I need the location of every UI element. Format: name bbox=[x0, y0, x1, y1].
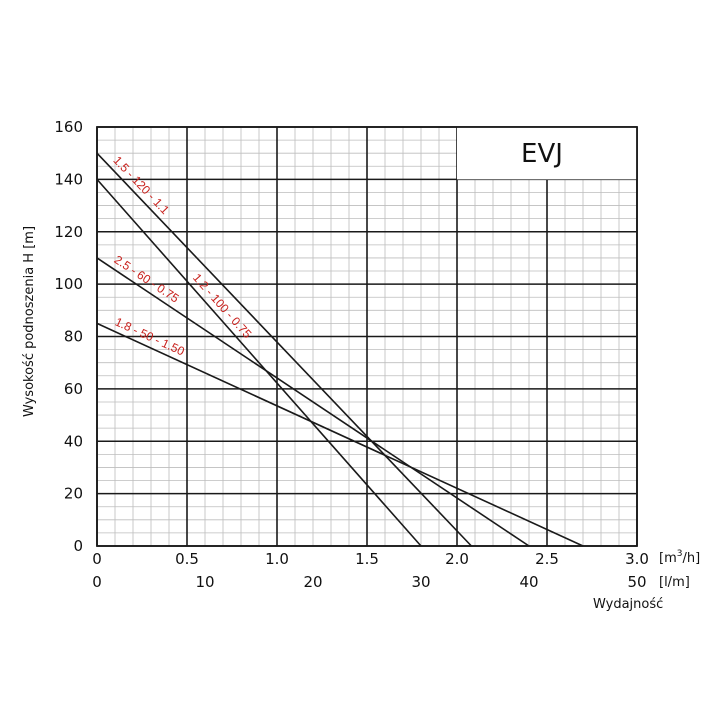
series-label: 1.5 - 120 - 1.1 bbox=[110, 153, 172, 217]
series-label: 1.2 - 100 - 0.75 bbox=[190, 271, 255, 342]
x2-tick-label: 10 bbox=[195, 573, 214, 591]
x-tick-label: 0 bbox=[92, 550, 102, 568]
y-tick-label: 40 bbox=[64, 432, 83, 450]
major-grid bbox=[96, 126, 638, 547]
series-labels: 1.5 - 120 - 1.1 1.2 - 100 - 0.752.5 - 60 … bbox=[110, 153, 254, 358]
x-unit-part: [m bbox=[659, 551, 677, 566]
x-axis-label: Wydajność bbox=[593, 597, 663, 612]
y-tick-label: 60 bbox=[64, 380, 83, 398]
title-box bbox=[457, 127, 637, 180]
x-axis-ticks: 0 0.5 1.0 1.5 2.0 2.5 3.0 bbox=[92, 550, 649, 568]
y-axis-label: Wysokość podnoszenia H [m] bbox=[22, 226, 37, 417]
x-tick-label: 0.5 bbox=[175, 550, 199, 568]
x2-tick-label: 50 bbox=[627, 573, 646, 591]
x-tick-label: 3.0 bbox=[625, 550, 649, 568]
series-line bbox=[96, 152, 472, 547]
chart-title: EVJ bbox=[521, 139, 563, 169]
series-line bbox=[96, 178, 422, 547]
y-tick-label: 80 bbox=[64, 328, 83, 346]
x-tick-label: 2.0 bbox=[445, 550, 469, 568]
x-tick-label: 1.0 bbox=[265, 550, 289, 568]
x-unit-part: /h] bbox=[682, 551, 700, 566]
y-tick-label: 0 bbox=[73, 537, 83, 555]
x2-axis-unit: [l/m] bbox=[659, 575, 690, 590]
y-tick-label: 20 bbox=[64, 485, 83, 503]
y-tick-label: 100 bbox=[54, 275, 83, 293]
plot-frame bbox=[96, 126, 638, 547]
x2-tick-label: 30 bbox=[411, 573, 430, 591]
x2-tick-label: 20 bbox=[303, 573, 322, 591]
series-label: 2.5 - 60 - 0.75 bbox=[112, 252, 182, 305]
y-tick-label: 140 bbox=[54, 170, 83, 188]
y-axis-ticks: 0 20 40 60 80 100 120 140 160 bbox=[54, 118, 83, 555]
y-tick-label: 160 bbox=[54, 118, 83, 136]
x-tick-label: 1.5 bbox=[355, 550, 379, 568]
x-axis-unit: [m3/h] bbox=[659, 549, 700, 566]
x2-tick-label: 0 bbox=[92, 573, 102, 591]
series-line bbox=[96, 322, 584, 547]
series-lines bbox=[96, 152, 584, 547]
x2-tick-label: 40 bbox=[519, 573, 538, 591]
x2-axis-ticks: 0 10 20 30 40 50 bbox=[92, 573, 646, 591]
series-line bbox=[96, 257, 530, 547]
y-tick-label: 120 bbox=[54, 223, 83, 241]
x-tick-label: 2.5 bbox=[535, 550, 559, 568]
x-unit-sup: 3 bbox=[677, 549, 683, 559]
